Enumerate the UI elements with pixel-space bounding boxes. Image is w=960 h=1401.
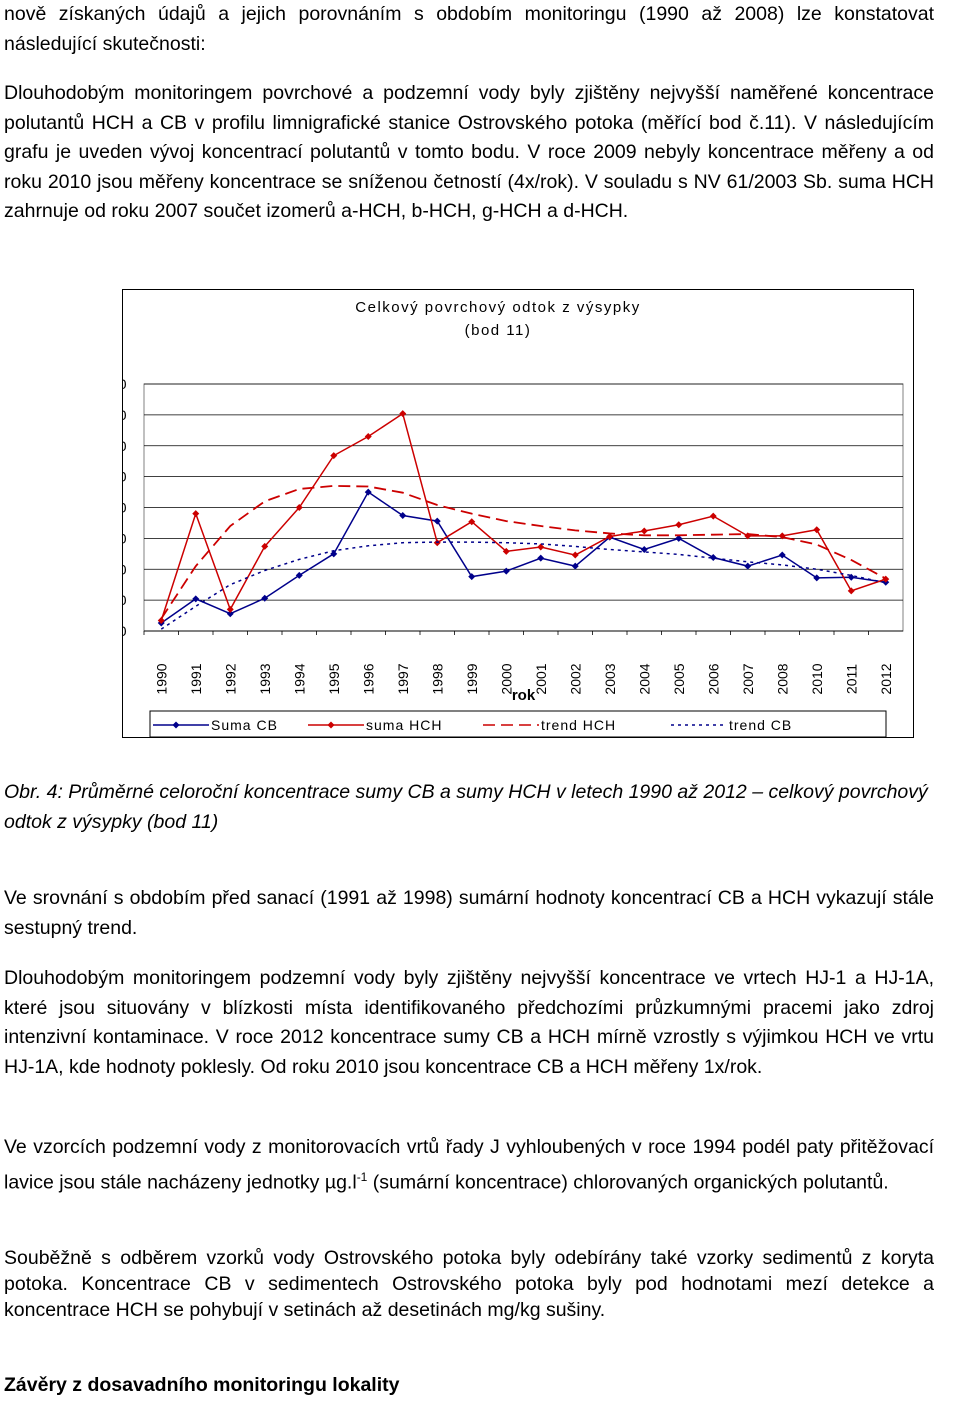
data-point <box>571 562 579 570</box>
chart-subtitle: (bod 11) <box>465 322 532 339</box>
legend-label: trend CB <box>729 717 792 733</box>
x-tick-label: 2000 <box>498 663 514 694</box>
paragraph-monitoring: Dlouhodobým monitoringem povrchové a pod… <box>4 82 934 222</box>
data-point <box>813 574 821 582</box>
x-tick-label: 1996 <box>360 663 376 694</box>
data-point <box>192 595 200 603</box>
data-point <box>778 532 786 540</box>
paragraph-sediments: Souběžně s odběrem vzorků vody Ostrovské… <box>4 1247 934 1321</box>
legend-label: suma HCH <box>366 717 442 733</box>
wells-text-after: (sumární koncentrace) chlorovaných organ… <box>367 1171 889 1193</box>
wells-text-before: Ve vzorcích podzemní vody z monitorovací… <box>4 1136 934 1193</box>
series-line <box>160 490 886 624</box>
y-tick-label: 200 <box>123 500 128 516</box>
y-tick-label: 50 <box>123 592 128 608</box>
data-point <box>330 550 338 558</box>
x-tick-label: 1992 <box>222 663 238 694</box>
data-point <box>364 432 372 440</box>
y-tick-label: 0 <box>123 623 128 639</box>
data-point <box>537 554 545 562</box>
legend-marker <box>327 721 335 729</box>
legend-label: Suma CB <box>211 717 278 733</box>
y-tick-label: 100 <box>123 561 128 577</box>
data-point <box>502 547 510 555</box>
y-tick-label: 300 <box>123 438 128 454</box>
data-point <box>157 617 165 625</box>
series-line <box>160 541 886 630</box>
data-point <box>330 452 338 460</box>
data-point <box>468 573 476 581</box>
legend-marker <box>172 721 180 729</box>
data-point <box>744 562 752 570</box>
line-chart: Celkový povrchový odtok z výsypky (bod 11… <box>123 299 904 738</box>
data-point <box>399 410 407 418</box>
x-tick-label: 2004 <box>636 663 652 694</box>
x-tick-label: 1993 <box>257 663 273 694</box>
data-point <box>847 587 855 595</box>
data-point <box>675 534 683 542</box>
data-point <box>295 571 303 579</box>
section-heading: Závěry z dosavadního monitoringu lokalit… <box>4 1374 400 1396</box>
x-tick-label: 2011 <box>843 664 859 694</box>
figure-caption: Obr. 4: Průměrné celoroční koncentrace s… <box>4 781 928 833</box>
paragraph-intro: nově získaných údajů a jejich porovnáním… <box>4 3 934 55</box>
data-point <box>364 488 372 496</box>
x-tick-label: 2003 <box>602 663 618 694</box>
x-tick-label: 2008 <box>774 663 790 694</box>
legend-label: trend HCH <box>541 717 616 733</box>
data-point <box>640 545 648 553</box>
paragraph-wells: Ve vzorcích podzemní vody z monitorovací… <box>4 1133 934 1198</box>
data-point <box>709 554 717 562</box>
series-line <box>160 412 886 621</box>
data-point <box>226 610 234 618</box>
data-point <box>261 542 269 550</box>
x-tick-label: 2001 <box>533 663 549 694</box>
x-tick-label: 1999 <box>464 663 480 694</box>
x-axis-label: rok <box>512 687 536 704</box>
data-point <box>399 512 407 520</box>
y-tick-label: 350 <box>123 407 128 423</box>
y-tick-label: 250 <box>123 469 128 485</box>
x-tick-label: 2005 <box>671 663 687 694</box>
data-point <box>468 518 476 526</box>
y-tick-label: 150 <box>123 530 128 546</box>
x-tick-label: 2002 <box>567 663 583 694</box>
data-point <box>295 504 303 511</box>
data-point <box>433 517 441 525</box>
data-point <box>606 533 614 541</box>
x-tick-label: 2006 <box>705 663 721 694</box>
series-line <box>160 484 887 620</box>
data-point <box>813 526 821 534</box>
chart-frame: Celkový povrchový odtok z výsypky (bod 11… <box>122 289 914 738</box>
x-tick-label: 2007 <box>740 663 756 694</box>
data-point <box>709 512 717 520</box>
data-point <box>640 527 648 535</box>
x-tick-label: 1991 <box>188 663 204 694</box>
data-point <box>537 543 545 551</box>
data-point <box>571 551 579 559</box>
data-point <box>192 510 200 518</box>
data-point <box>847 573 855 581</box>
data-point <box>778 551 786 559</box>
paragraph-comparison: Ve srovnání s obdobím před sanací (1991 … <box>4 887 934 939</box>
data-point <box>675 521 683 529</box>
x-tick-label: 2012 <box>878 663 894 694</box>
paragraph-groundwater: Dlouhodobým monitoringem podzemní vody b… <box>4 967 934 1078</box>
data-point <box>226 605 234 613</box>
x-tick-label: 1997 <box>395 663 411 694</box>
data-point <box>502 567 510 575</box>
unit-superscript: -1 <box>356 1169 368 1184</box>
data-point <box>261 594 269 602</box>
x-tick-label: 1998 <box>429 663 445 694</box>
legend-box <box>149 710 887 738</box>
x-tick-label: 1994 <box>291 663 307 694</box>
x-tick-label: 1995 <box>326 663 342 694</box>
chart-title: Celkový povrchový odtok z výsypky <box>355 299 640 316</box>
x-tick-label: 1990 <box>153 663 169 694</box>
y-tick-label: 400 <box>123 376 128 392</box>
x-tick-label: 2010 <box>809 663 825 694</box>
